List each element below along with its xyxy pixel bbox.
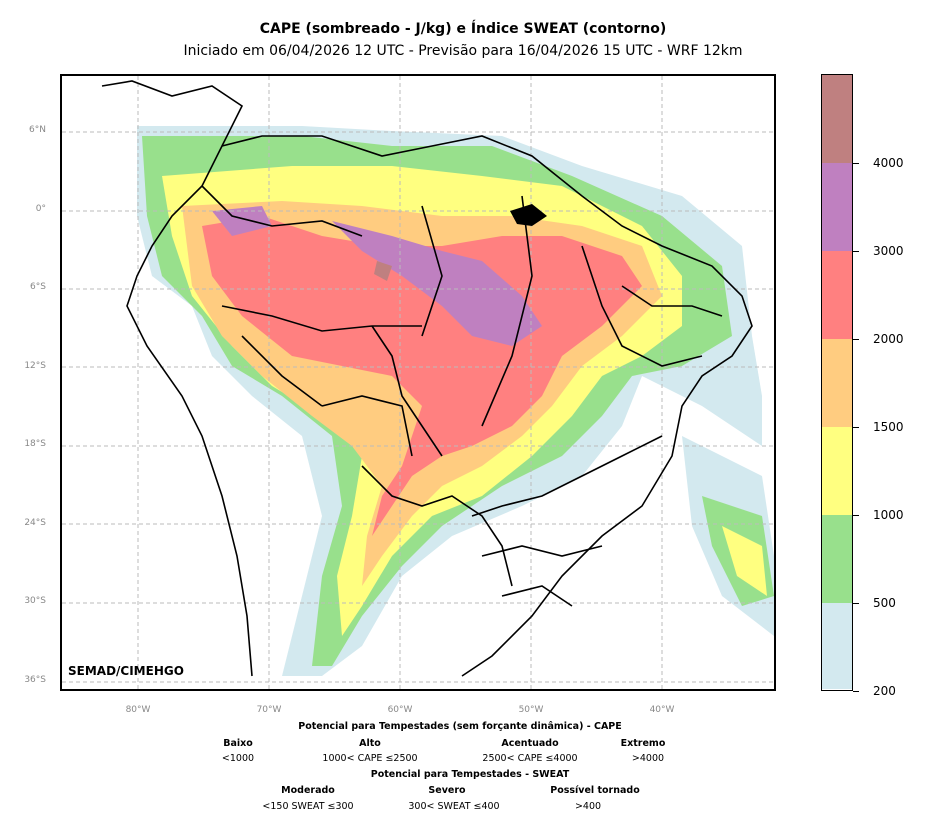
lat-label: 0° [35, 204, 46, 214]
amazon-delta [510, 204, 547, 226]
lon-label: 70°W [256, 705, 282, 715]
lon-label: 40°W [649, 705, 675, 715]
cape-level-range: 2500< CAPE ≤4000 [482, 753, 578, 764]
colorbar-tick: 4000 [873, 156, 904, 170]
colorbar-segment [822, 427, 852, 515]
colorbar-segment [822, 251, 852, 339]
credit-label: SEMAD/CIMEHGO [68, 664, 184, 678]
lat-label: 12°S [24, 361, 46, 371]
sweat-level-range: <150 SWEAT ≤300 [262, 801, 354, 812]
cape-level-name: Acentuado [501, 738, 559, 749]
sweat-level-name: Severo [428, 785, 466, 796]
map-title: CAPE (sombreado - J/kg) e Índice SWEAT (… [259, 21, 667, 37]
colorbar [821, 74, 853, 691]
lat-label: 30°S [24, 596, 46, 606]
lat-label: 6°N [29, 125, 46, 135]
cape-level-name: Baixo [223, 738, 253, 749]
lon-label: 80°W [125, 705, 151, 715]
sweat-level-name: Possível tornado [550, 785, 640, 796]
cape-level-name: Extremo [620, 738, 666, 749]
lon-label: 50°W [518, 705, 544, 715]
cape-level-range: 1000< CAPE ≤2500 [322, 753, 418, 764]
colorbar-segment [822, 515, 852, 603]
colorbar-segment [822, 339, 852, 427]
cape-shading [137, 126, 774, 676]
lat-label: 24°S [24, 518, 46, 528]
map-subtitle: Iniciado em 06/04/2026 12 UTC - Previsão… [183, 43, 743, 59]
sweat-level-range: >400 [574, 801, 602, 812]
map-panel [60, 74, 776, 691]
lat-label: 6°S [30, 282, 46, 292]
lat-label: 18°S [24, 439, 46, 449]
cape-level-name: Alto [359, 738, 381, 749]
cape-level-range: >4000 [631, 753, 665, 764]
cape-level-range: <1000 [221, 753, 255, 764]
cape-field-map [62, 76, 774, 689]
sweat-level-range: 300< SWEAT ≤400 [408, 801, 500, 812]
country-boundaries [101, 80, 753, 677]
colorbar-tick: 200 [873, 684, 896, 698]
colorbar-tick: 500 [873, 596, 896, 610]
sweat-level-name: Moderado [281, 785, 335, 796]
colorbar-tick: 3000 [873, 244, 904, 258]
colorbar-segment [822, 603, 852, 689]
colorbar-tick: 1000 [873, 508, 904, 522]
cape-legend-title: Potencial para Tempestades (sem forçante… [298, 721, 622, 732]
colorbar-segment [822, 75, 852, 163]
colorbar-segment [822, 163, 852, 251]
colorbar-tick: 1500 [873, 420, 904, 434]
lat-label: 36°S [24, 675, 46, 685]
lon-label: 60°W [387, 705, 413, 715]
colorbar-tick: 2000 [873, 332, 904, 346]
sweat-legend-title: Potencial para Tempestades - SWEAT [370, 769, 570, 780]
